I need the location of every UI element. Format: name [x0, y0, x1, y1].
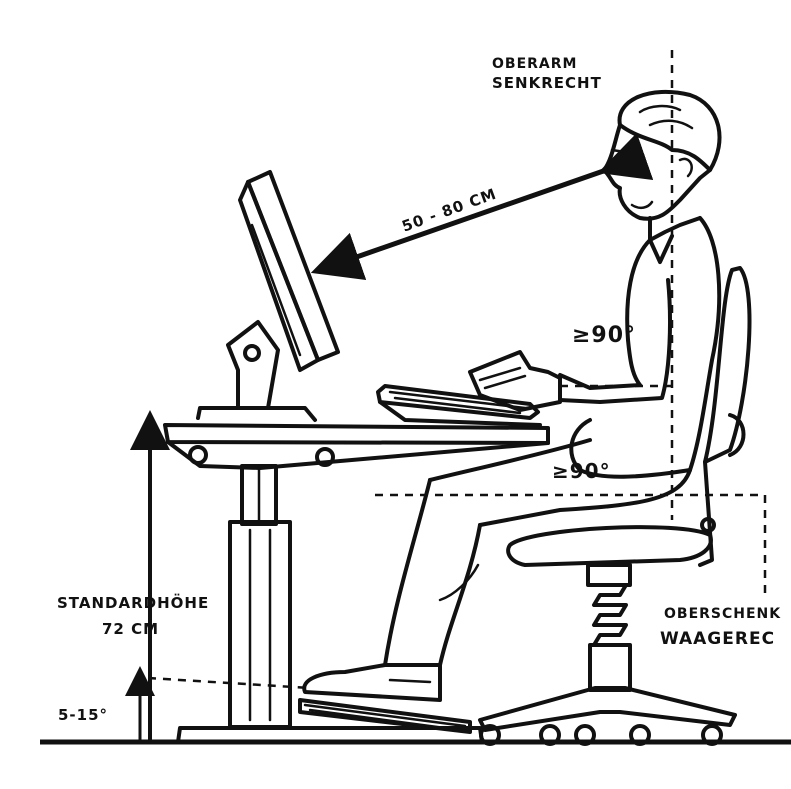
standard-height-label-line2: 72 CM: [102, 620, 159, 638]
elbow-angle-label: ≥90°: [572, 323, 636, 348]
monitor: [196, 170, 340, 422]
keyboard: [376, 384, 542, 427]
thigh-label-line1: OBERSCHENK: [664, 606, 781, 622]
standard-height-label-line1: STANDARDHÖHE: [57, 593, 209, 612]
upper-arm-label-line1: OBERARM: [492, 56, 577, 72]
thigh-label-line2: WAAGEREC: [660, 629, 775, 649]
footrest-angle-label: 5-15°: [58, 706, 108, 724]
thigh-horizontal-reference: [375, 493, 767, 600]
seated-person: [302, 89, 722, 702]
viewing-distance-arrow: [310, 132, 654, 281]
footrest: [298, 698, 472, 734]
office-chair: [478, 266, 752, 746]
knee-angle-label: ≥90°: [552, 459, 611, 483]
upper-arm-label-line2: SENKRECHT: [492, 74, 602, 92]
